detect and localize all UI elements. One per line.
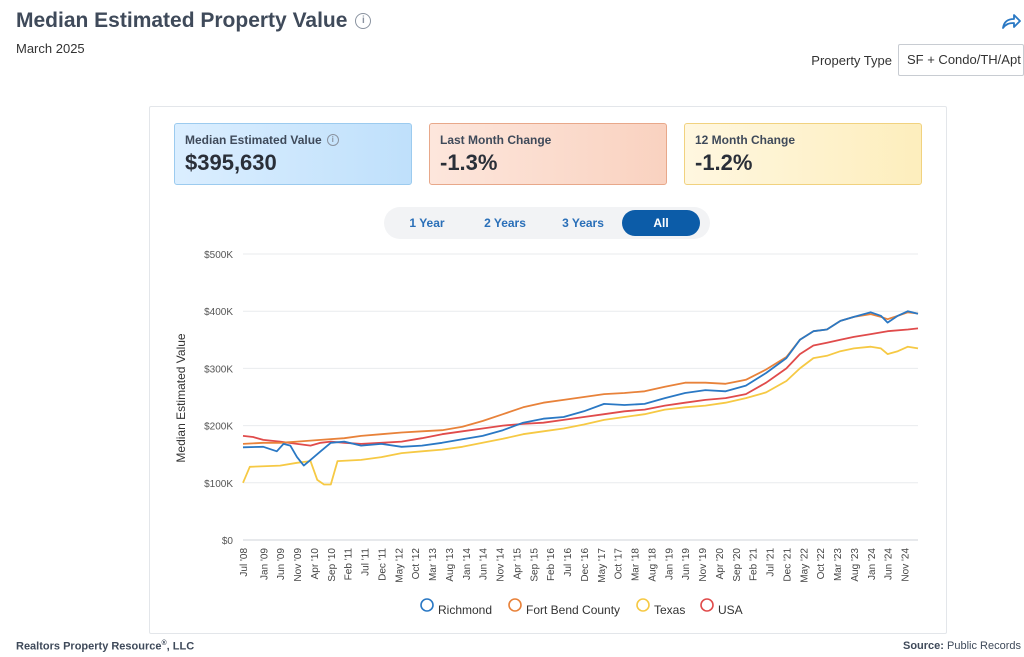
footer-company: Realtors Property Resource [16, 640, 162, 653]
x-tick-label: Apr '15 [512, 548, 523, 580]
x-tick-label: Jul '16 [563, 548, 574, 577]
x-tick-label: Feb '11 [344, 548, 355, 581]
tab-all[interactable]: All [622, 210, 700, 236]
card-value: -1.3% [440, 150, 498, 175]
card-label: Median Estimated Value i [185, 133, 401, 147]
legend-marker[interactable] [508, 598, 522, 612]
property-type-label: Property Type [811, 52, 892, 68]
y-tick-label: $0 [222, 536, 234, 547]
x-tick-label: Nov '19 [698, 548, 709, 582]
legend-item[interactable]: Texas [654, 603, 685, 617]
card-value: -1.2% [695, 150, 753, 175]
x-tick-label: Jan '19 [664, 548, 675, 580]
x-tick-label: Jun '14 [479, 548, 490, 580]
series-line-richmond [242, 310, 919, 467]
x-tick-label: May '12 [394, 548, 405, 583]
series-line-usa [242, 327, 919, 447]
footer-attribution: Realtors Property Resource®, LLC [16, 640, 194, 653]
x-tick-label: Aug '18 [647, 548, 658, 582]
card-value: $395,630 [185, 150, 277, 175]
legend-marker[interactable] [636, 598, 650, 612]
source-label: Source: [902, 640, 944, 652]
x-tick-label: Nov '24 [901, 548, 912, 582]
x-tick-label: Dec '11 [377, 548, 388, 581]
y-tick-label: $400K [204, 307, 233, 318]
x-tick-label: Jan '14 [462, 548, 473, 580]
x-tick-label: Apr '20 [715, 548, 726, 580]
tab-1-year[interactable]: 1 Year [409, 216, 445, 230]
y-tick-label: $500K [204, 250, 233, 261]
x-tick-label: Feb '21 [749, 548, 760, 581]
x-tick-label: Dec '16 [580, 548, 591, 582]
footer-company-suffix: , LLC [166, 640, 195, 653]
series-line-texas [242, 345, 919, 486]
y-axis-label: Median Estimated Value [174, 333, 188, 463]
last-month-change-card: Last Month Change -1.3% [429, 123, 667, 185]
x-tick-label: Oct '22 [816, 548, 827, 580]
card-label-text: Median Estimated Value [185, 133, 322, 147]
legend-item[interactable]: USA [718, 603, 743, 617]
twelve-month-change-card: 12 Month Change -1.2% [684, 123, 922, 185]
x-tick-label: Nov '09 [293, 548, 304, 582]
x-tick-label: Jul '08 [239, 548, 250, 577]
time-range-tabs: 1 Year 2 Years 3 Years All [384, 207, 710, 239]
x-tick-label: Jan '24 [867, 548, 878, 580]
info-icon[interactable]: i [326, 134, 339, 146]
x-tick-label: Jun '09 [276, 548, 287, 580]
x-tick-label: Dec '21 [782, 548, 793, 582]
page-subtitle: March 2025 [16, 41, 85, 56]
x-tick-label: Jun '19 [681, 548, 692, 580]
series-line-fort-bend-county [242, 311, 919, 445]
tab-2-years[interactable]: 2 Years [484, 216, 526, 230]
x-tick-label: Apr '10 [310, 548, 321, 580]
x-tick-label: Jul '21 [766, 548, 777, 577]
page-title: Median Estimated Property Value i [16, 9, 372, 33]
y-tick-label: $100K [204, 479, 233, 490]
x-tick-label: May '17 [597, 548, 608, 583]
chart-panel [149, 106, 947, 634]
page-title-text: Median Estimated Property Value [16, 9, 348, 32]
y-tick-label: $300K [204, 364, 233, 375]
x-tick-label: Sep '15 [529, 548, 540, 582]
x-tick-label: Feb '16 [546, 548, 557, 581]
legend-marker[interactable] [420, 598, 434, 612]
x-tick-label: Sep '20 [732, 548, 743, 582]
tab-3-years[interactable]: 3 Years [562, 216, 604, 230]
x-tick-label: Oct '17 [614, 548, 625, 580]
info-icon[interactable]: i [355, 13, 372, 29]
legend-item[interactable]: Richmond [438, 603, 492, 617]
x-tick-label: Jun '24 [884, 548, 895, 580]
card-label: 12 Month Change [695, 133, 796, 147]
legend-item[interactable]: Fort Bend County [526, 603, 620, 617]
footer-source: Source: Public Records [903, 640, 1021, 652]
card-label: Last Month Change [440, 133, 552, 147]
share-arrow-icon[interactable] [1000, 12, 1022, 32]
y-tick-label: $200K [204, 422, 233, 433]
median-value-card: Median Estimated Value i $395,630 [174, 123, 412, 185]
x-tick-label: Jul '11 [361, 548, 372, 576]
x-tick-label: Sep '10 [327, 548, 338, 582]
source-value: Public Records [947, 640, 1021, 652]
x-tick-label: Oct '12 [411, 548, 422, 580]
legend-marker[interactable] [700, 598, 714, 612]
x-tick-label: Mar '18 [631, 548, 642, 581]
x-tick-label: Jan '09 [259, 548, 270, 580]
x-tick-label: Mar '23 [833, 548, 844, 581]
x-tick-label: May '22 [799, 548, 810, 583]
x-tick-label: Aug '13 [445, 548, 456, 582]
x-tick-label: Nov '14 [496, 548, 507, 582]
registered-mark: ® [161, 640, 167, 647]
x-tick-label: Aug '23 [850, 548, 861, 582]
x-tick-label: Mar '13 [428, 548, 439, 581]
